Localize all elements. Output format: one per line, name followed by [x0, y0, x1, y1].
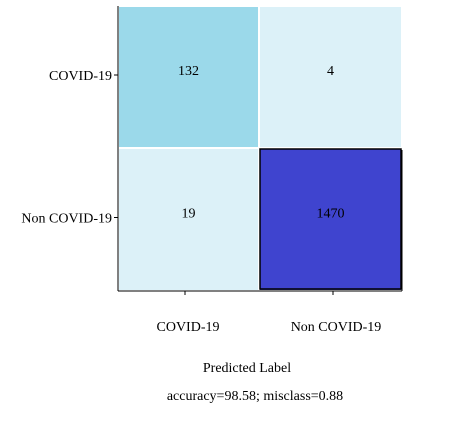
x-axis-label: Predicted Label	[203, 361, 291, 376]
cell-value-label: 1470	[317, 207, 345, 222]
x-tick-label: COVID-19	[157, 320, 220, 335]
y-tick-label: Non COVID-19	[21, 212, 112, 227]
x-tick-label: Non COVID-19	[291, 320, 382, 335]
cell-value-label: 4	[327, 64, 334, 79]
accuracy-footer: accuracy=98.58; misclass=0.88	[167, 389, 343, 404]
cell-value-label: 19	[182, 207, 196, 222]
cell-value-label: 132	[178, 64, 199, 79]
matrix-cells: 132 4 19 1470	[118, 6, 402, 291]
y-tick-label: COVID-19	[49, 69, 112, 84]
